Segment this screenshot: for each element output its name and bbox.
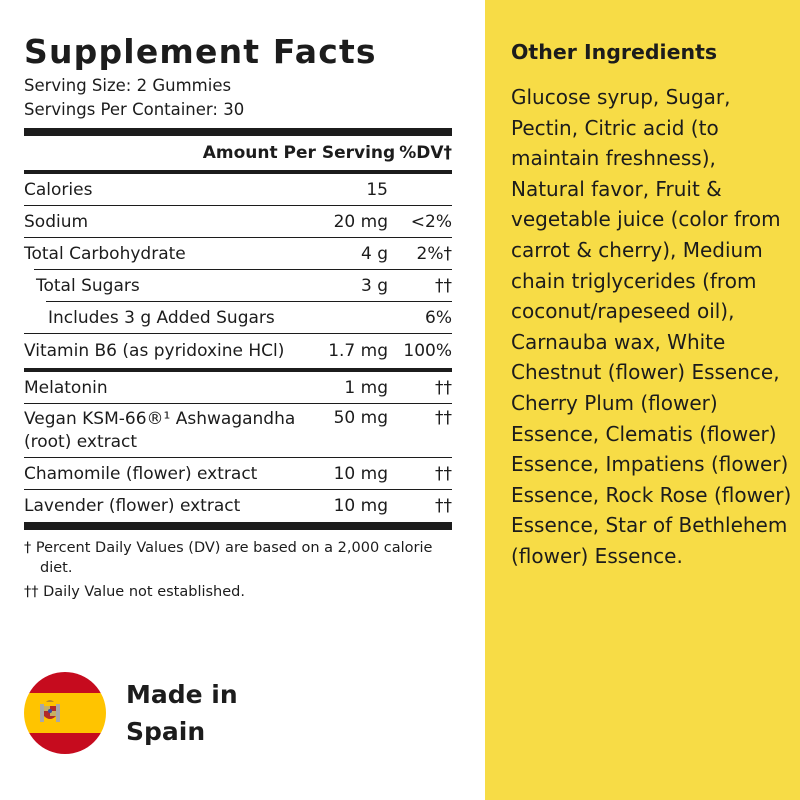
other-ingredients-heading: Other Ingredients [511,40,718,64]
origin-badge: Made in Spain [24,672,238,754]
row-name: Total Sugars [36,276,140,296]
made-in-line1: Made in [126,680,238,709]
row-dv: 6% [425,308,452,328]
row-dv: †† [435,408,452,428]
divider-thick [24,128,452,136]
supplement-facts-panel: Supplement Facts Serving Size: 2 Gummies… [24,30,452,602]
page-title: Supplement Facts [24,32,377,71]
row-amount: 10 mg [333,496,388,516]
row-name: Chamomile (flower) extract [24,464,258,484]
row-divider [24,457,452,458]
row-name: Sodium [24,212,89,232]
row-amount: 15 [366,180,388,200]
row-divider [24,403,452,404]
servings-per-container: Servings Per Container: 30 [24,100,245,119]
table-row: Calories 15 [24,174,452,206]
serving-size: Serving Size: 2 Gummies [24,76,232,95]
footnote-dv: † Percent Daily Values (DV) are based on… [24,540,433,576]
row-name: Includes 3 g Added Sugars [48,308,275,328]
footnotes: † Percent Daily Values (DV) are based on… [24,538,452,602]
row-dv: 2%† [416,244,452,264]
row-dv: †† [435,276,452,296]
table-row: Total Sugars 3 g †† [24,270,452,302]
footnote-not-established: †† Daily Value not established. [24,584,245,600]
table-row: Includes 3 g Added Sugars 6% [24,302,452,334]
row-name: Vitamin B6 (as pyridoxine HCl) [24,341,285,361]
table-row: Vitamin B6 (as pyridoxine HCl) 1.7 mg 10… [24,334,452,368]
row-divider [24,489,452,490]
row-divider [34,269,452,270]
made-in-line2: Spain [126,717,206,746]
row-name: Total Carbohydrate [24,244,186,264]
row-amount: 20 mg [333,212,388,232]
row-amount: 10 mg [333,464,388,484]
row-amount: 1 mg [344,378,388,398]
row-name: Melatonin [24,378,108,398]
divider-medium [24,170,452,174]
row-amount: 4 g [360,244,388,264]
row-name: Calories [24,180,93,200]
row-name: Vegan KSM-66®¹ Ashwagandha (root) extrac… [24,409,296,452]
row-amount: 1.7 mg [328,341,388,361]
row-dv: †† [435,378,452,398]
other-ingredients-panel: Other Ingredients Glucose syrup, Sugar, … [485,0,800,800]
table-row: Total Carbohydrate 4 g 2%† [24,238,452,270]
table-row: Lavender (flower) extract 10 mg †† [24,490,452,522]
other-ingredients-text: Glucose syrup, Sugar, Pectin, Citric aci… [511,85,792,568]
row-dv: 100% [403,341,452,361]
row-dv: †† [435,464,452,484]
header-amount: Amount Per Serving [202,143,396,163]
row-dv: <2% [410,212,452,232]
row-name: Lavender (flower) extract [24,496,241,516]
header-dv: %DV† [399,143,452,163]
table-header: Amount Per Serving %DV† [24,136,452,170]
divider-thick [24,522,452,530]
table-row: Melatonin 1 mg †† [24,372,452,404]
table-row: Vegan KSM-66®¹ Ashwagandha (root) extrac… [24,404,452,458]
row-amount: 3 g [360,276,388,296]
row-divider [24,205,452,206]
made-in-label: Made in Spain [126,676,238,750]
row-amount: 50 mg [333,408,388,428]
table-row: Chamomile (flower) extract 10 mg †† [24,458,452,490]
divider-medium [24,368,452,372]
row-divider [46,301,452,302]
row-dv: †† [435,496,452,516]
row-divider [24,333,452,334]
table-row: Sodium 20 mg <2% [24,206,452,238]
row-divider [24,237,452,238]
spain-flag-icon [24,672,106,754]
